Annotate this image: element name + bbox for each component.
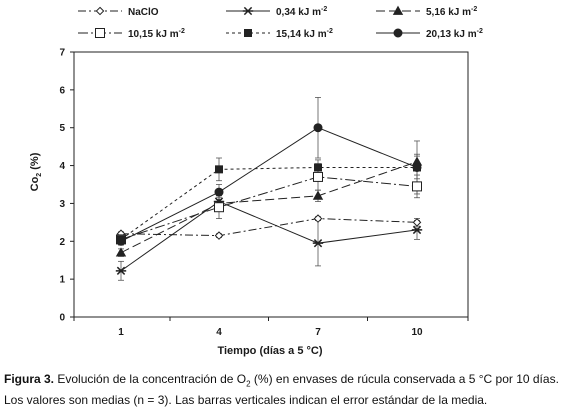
data-point (215, 165, 223, 174)
data-point (214, 187, 224, 197)
y-tick-label: 7 (59, 48, 65, 59)
y-tick-label: 3 (59, 199, 65, 210)
series-line (120, 161, 418, 254)
data-point (313, 171, 323, 182)
data-point (412, 218, 422, 227)
caption-part1: Evolución de la concentración de O (54, 372, 247, 386)
y-tick-label: 5 (59, 123, 65, 134)
figure-caption: Figura 3. Evolución de la concentración … (4, 371, 572, 409)
data-point (313, 123, 323, 133)
legend-label-text: 0,34 kJ m (276, 7, 321, 18)
plot-frame (73, 51, 469, 318)
y-axis-label-tail: (%) (29, 152, 41, 173)
caption-lead: Figura 3. (4, 372, 55, 386)
series-line (120, 176, 418, 240)
legend-marker (393, 28, 403, 38)
y-tick-label: 4 (59, 161, 65, 172)
caption-subscript: 2 (246, 379, 251, 389)
y-axis-label: Co2 (%) (29, 152, 43, 191)
legend-marker (244, 29, 252, 37)
legend-label: 10,15 kJ m-2 (128, 28, 185, 40)
legend-marker (95, 28, 105, 38)
data-point (116, 236, 126, 246)
data-point (412, 181, 422, 192)
legend-label-unit: -2 (477, 28, 483, 35)
data-point (312, 190, 324, 200)
legend-label: NaClO (128, 7, 159, 18)
legend: NaClO 0,34 kJ m-2 5,16 kJ m-210,15 kJ m-2 1… (78, 5, 483, 40)
series-markers (115, 123, 423, 275)
x-tick-label: 10 (411, 327, 423, 338)
x-axis-label: Tiempo (días a 5 °C) (217, 345, 322, 357)
error-bars (118, 97, 420, 281)
y-tick-label: 6 (59, 85, 65, 96)
caption-part2: (%) en envases de rúcula conservada a 5 … (4, 372, 559, 408)
legend-marker (95, 6, 105, 16)
legend-label: 15,14 kJ m-2 (276, 28, 333, 40)
data-point (214, 231, 224, 240)
legend-label: 0,34 kJ m-2 (276, 6, 327, 18)
legend-label: 20,13 kJ m-2 (426, 28, 483, 40)
x-tick-label: 1 (118, 327, 124, 338)
legend-marker (392, 5, 404, 15)
axes: 0 1 2 3 4 5 6 7 1 4 7 10 (59, 48, 469, 338)
legend-label-unit: -2 (321, 6, 327, 13)
series-line (120, 166, 417, 240)
legend-label-text: NaClO (128, 7, 159, 18)
data-point (314, 163, 322, 172)
y-axis-label-sub: 2 (36, 173, 43, 177)
data-point (313, 214, 323, 223)
x-tick-label: 4 (216, 327, 222, 338)
legend-label-text: 15,14 kJ m (276, 29, 327, 40)
y-tick-label: 0 (59, 313, 65, 324)
series-line (120, 200, 418, 272)
y-axis-label-main: Co (29, 176, 41, 191)
data-point (115, 266, 127, 275)
y-tick-label: 1 (59, 275, 65, 286)
data-point (115, 247, 127, 257)
legend-label-text: 20,13 kJ m (426, 29, 477, 40)
y-tick-label: 2 (59, 237, 65, 248)
x-tick-label: 7 (315, 327, 321, 338)
series-line (120, 218, 418, 237)
legend-label-unit: -2 (179, 28, 185, 35)
legend-label-text: 5,16 kJ m (426, 7, 471, 18)
legend-marker (242, 6, 254, 16)
data-point (411, 225, 423, 235)
co2-line-chart: NaClO 0,34 kJ m-2 5,16 kJ m-210,15 kJ m-2 1… (29, 5, 483, 357)
data-point (412, 162, 422, 172)
data-point (312, 239, 324, 248)
series-lines (120, 127, 418, 272)
data-point (214, 202, 224, 213)
legend-label-text: 10,15 kJ m (128, 29, 179, 40)
legend-label-unit: -2 (471, 6, 477, 13)
legend-label: 5,16 kJ m-2 (426, 6, 477, 18)
legend-label-unit: -2 (327, 28, 333, 35)
series-line (120, 127, 418, 242)
